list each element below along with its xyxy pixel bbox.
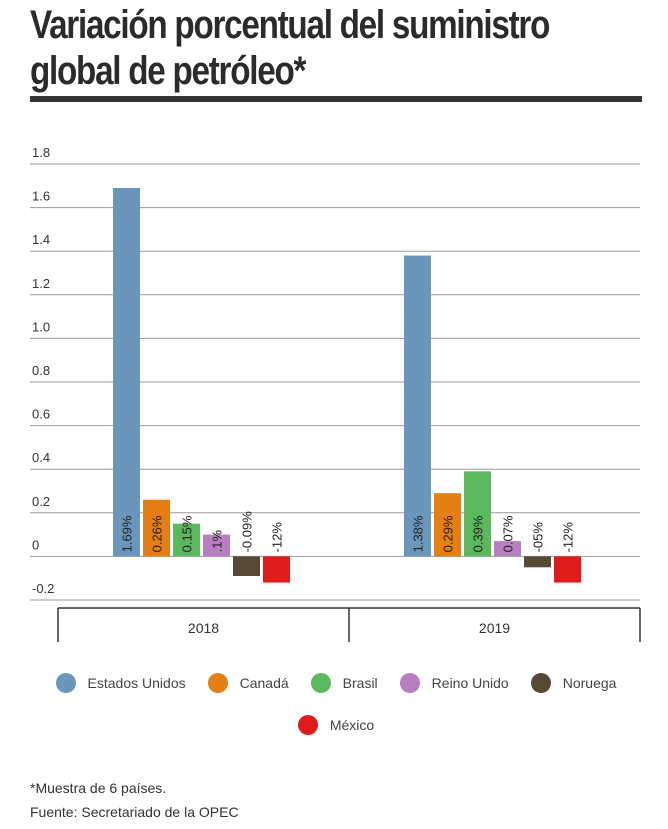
legend-item-noruega: Noruega — [530, 673, 617, 693]
data-label-canada-2018: 0.26% — [150, 515, 165, 552]
legend-item-brasil: Brasil — [310, 673, 378, 693]
legend-label-reino-unido: Reino Unido — [431, 675, 509, 691]
bar-estados-unidos-2018 — [113, 187, 140, 557]
legend-swatch-reino-unido — [399, 673, 420, 693]
data-label-estados-unidos-2018: 1.69% — [120, 515, 135, 552]
legend-item-mexico: México — [297, 715, 375, 735]
bar-brasil-2019 — [464, 471, 491, 557]
legend-swatch-brasil — [310, 673, 331, 693]
data-label-brasil-2018: 0.15% — [180, 515, 195, 552]
legend-label-mexico: México — [329, 717, 375, 733]
x-category-label: 2019 — [479, 620, 510, 636]
bar-noruega-2019 — [524, 556, 551, 568]
data-label-reino-unido-2018: .1% — [210, 530, 225, 553]
data-label-brasil-2019: 0.39% — [471, 515, 486, 552]
data-label-mexico-2018: -12% — [270, 522, 285, 553]
data-label-mexico-2019: -12% — [561, 522, 576, 553]
data-label-noruega-2018: -0.09% — [240, 511, 255, 553]
title-rule — [30, 96, 642, 102]
chart-title: Variación porcentual del suministro glob… — [30, 2, 550, 94]
source-note: Fuente: Secretariado de la OPEC — [30, 804, 239, 820]
y-tick-label: -0.2 — [32, 581, 54, 596]
y-tick-label: 0.2 — [32, 494, 50, 509]
chart-legend: Estados Unidos Canadá Brasil Reino Unido… — [30, 666, 642, 750]
bar-chart: 1.8 1.6 1.4 1.2 1.0 0.8 0.6 0.4 0.2 0 -0.2 2018 1.69… — [30, 145, 641, 642]
legend-label-estados-unidos: Estados Unidos — [87, 675, 186, 691]
y-tick-label: 0.4 — [32, 450, 50, 465]
legend-swatch-mexico — [297, 715, 318, 735]
bar-reino-unido-2019 — [494, 541, 521, 557]
bar-mexico-2018 — [263, 556, 290, 583]
legend-label-brasil: Brasil — [342, 675, 378, 691]
bar-reino-unido-2018 — [203, 534, 230, 557]
x-category-label: 2018 — [188, 620, 219, 636]
chart-title-line-2: global de petróleo* — [30, 49, 306, 93]
y-tick-label: 1.0 — [32, 319, 50, 334]
data-label-reino-unido-2019: 0.07% — [501, 515, 516, 552]
y-tick-label: 1.8 — [32, 145, 50, 160]
footnote: *Muestra de 6 países. — [30, 780, 167, 796]
legend-swatch-estados-unidos — [55, 673, 76, 693]
y-tick-label: 0.6 — [32, 407, 50, 422]
legend-item-reino-unido: Reino Unido — [399, 673, 509, 693]
data-label-canada-2019: 0.29% — [441, 515, 456, 552]
y-tick-label: 0.8 — [32, 363, 50, 378]
legend-row-1: Estados Unidos Canadá Brasil Reino Unido… — [30, 666, 642, 700]
bar-mexico-2019 — [554, 556, 581, 583]
chart-title-line-1: Variación porcentual del suministro — [30, 3, 550, 47]
legend-label-canada: Canadá — [239, 675, 289, 691]
y-tick-label: 1.6 — [32, 189, 50, 204]
bar-canada-2019 — [434, 493, 461, 557]
bar-estados-unidos-2019 — [404, 255, 431, 557]
y-tick-label: 0 — [32, 537, 39, 552]
bar-brasil-2018 — [173, 523, 200, 557]
legend-label-noruega: Noruega — [562, 675, 617, 691]
data-label-noruega-2019: -05% — [531, 522, 546, 553]
legend-swatch-noruega — [530, 673, 551, 693]
legend-row-2: México — [30, 708, 642, 742]
legend-item-estados-unidos: Estados Unidos — [55, 673, 186, 693]
bar-noruega-2018 — [233, 556, 260, 577]
bar-canada-2018 — [143, 499, 170, 557]
y-tick-label: 1.2 — [32, 276, 50, 291]
legend-swatch-canada — [207, 673, 228, 693]
data-label-estados-unidos-2019: 1.38% — [411, 515, 426, 552]
y-tick-label: 1.4 — [32, 232, 50, 247]
legend-item-canada: Canadá — [207, 673, 289, 693]
